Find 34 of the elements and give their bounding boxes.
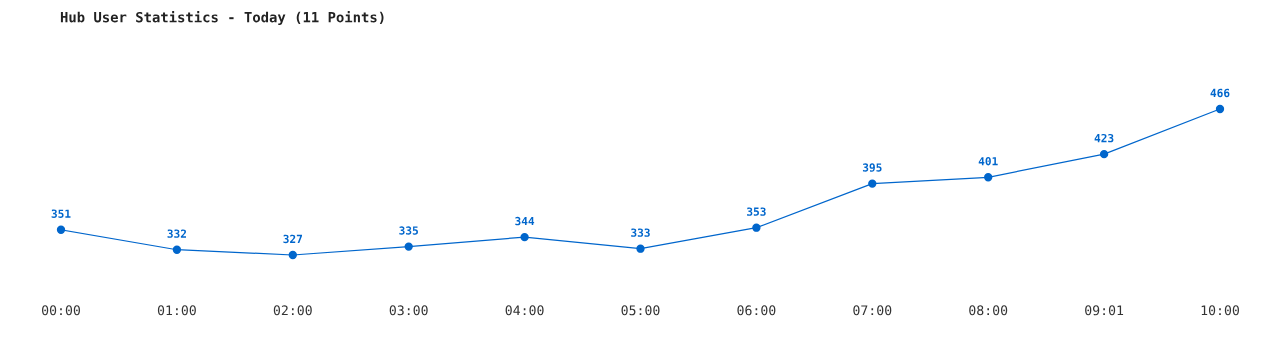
x-tick-label: 01:00	[157, 305, 196, 316]
x-tick-label: 00:00	[42, 305, 80, 316]
data-label: 395	[862, 163, 882, 172]
data-label: 333	[631, 228, 650, 237]
chart-title: Hub User Statistics - Today (11 Points)	[60, 10, 384, 26]
point	[636, 244, 645, 253]
x-tick-label: 02:00	[273, 305, 312, 316]
x-tick-label: 10:00	[1201, 305, 1239, 316]
point	[56, 225, 66, 234]
point	[172, 245, 182, 254]
point	[752, 223, 761, 232]
data-label: 401	[978, 156, 998, 166]
x-tick-label: 07:00	[853, 305, 892, 316]
data-label: 335	[399, 226, 418, 235]
x-tick-label: 03:00	[389, 305, 428, 316]
x-tick-label: 09:01	[1085, 305, 1124, 316]
data-label: 332	[167, 229, 187, 238]
point	[1099, 149, 1109, 159]
data-label: 344	[515, 216, 535, 226]
x-tick-label: 04:00	[505, 305, 544, 316]
data-label: 423	[1094, 133, 1114, 143]
point	[288, 250, 297, 260]
x-tick-label: 08:00	[969, 305, 1008, 316]
point	[868, 179, 877, 188]
point	[404, 242, 413, 251]
point	[520, 232, 529, 242]
point	[984, 173, 993, 182]
data-label: 353	[747, 207, 766, 216]
x-tick-label: 06:00	[737, 305, 776, 316]
data-label: 351	[51, 209, 71, 218]
point	[1215, 104, 1225, 114]
data-label: 466	[1210, 88, 1230, 98]
data-label: 327	[283, 234, 302, 244]
x-tick-label: 05:00	[621, 305, 660, 316]
